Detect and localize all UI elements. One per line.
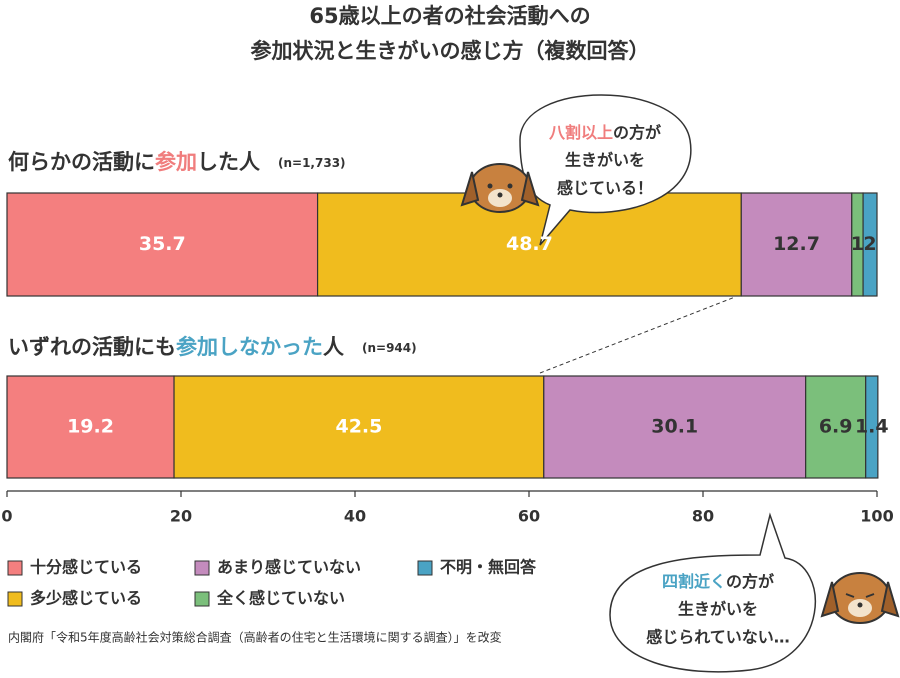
bubble-text: 生きがいを — [565, 151, 645, 170]
bars — [6, 192, 879, 479]
bubble-text-part: 八割以上 — [548, 123, 613, 142]
bar-segment — [6, 375, 175, 479]
source-note: 内閣府「令和5年度高齢社会対策総合調査（高齢者の住宅と生活環境に関する調査）」を… — [8, 630, 502, 645]
legend-swatch — [194, 560, 210, 576]
sample-size: (n=1,733) — [278, 156, 346, 170]
bar-segment — [543, 375, 807, 479]
bar-segment — [865, 375, 879, 479]
group-label: 何らかの活動に参加した人 (n=1,733) — [8, 150, 346, 174]
legend-swatch — [194, 591, 210, 607]
legend-label: 全く感じていない — [216, 589, 345, 608]
legend-swatch — [417, 560, 433, 576]
value-label: 48.7 — [506, 233, 553, 255]
dog-icon — [460, 163, 540, 213]
legend-label: 多少感じている — [30, 589, 142, 608]
group-label-part: いずれの活動にも — [8, 335, 176, 359]
bar-segment — [805, 375, 867, 479]
value-label: 42.5 — [335, 416, 382, 438]
group-label-part: した人 — [197, 150, 260, 174]
x-tick-label: 20 — [170, 507, 192, 526]
x-tick-label: 100 — [860, 507, 893, 526]
x-tick-label: 40 — [344, 507, 366, 526]
group-label-part: 参加 — [155, 150, 197, 174]
bubble-text: 八割以上の方が — [548, 123, 661, 142]
group-label-part: 何らかの活動に — [8, 150, 155, 174]
value-label: 1 — [851, 233, 864, 255]
value-label: 19.2 — [67, 416, 114, 438]
bar-segment — [6, 192, 319, 297]
x-tick-label: 60 — [518, 507, 540, 526]
value-label: 35.7 — [139, 233, 186, 255]
value-label: 1.4 — [855, 416, 889, 438]
sample-size: (n=944) — [362, 341, 417, 355]
bubble-text: 感じられていない… — [646, 628, 790, 647]
legend-label: 十分感じている — [30, 558, 142, 577]
bar-segment — [740, 192, 853, 297]
group-label: いずれの活動にも参加しなかった人 (n=944) — [8, 335, 417, 359]
bubble-text: 四割近くの方が — [662, 572, 774, 591]
bubble-text: 感じている！ — [557, 179, 653, 198]
chart-title: 参加状況と生きがいの感じ方（複数回答） — [251, 39, 650, 63]
legend-swatch — [7, 591, 23, 607]
group-label-part: 参加しなかった — [176, 335, 323, 359]
value-label: 2 — [863, 233, 876, 255]
dog-icon — [820, 572, 900, 624]
bar-segment — [316, 192, 742, 297]
bar-segment — [173, 375, 545, 479]
legend-swatch — [7, 560, 23, 576]
bubble-text-part: の方が — [726, 572, 774, 591]
bubble-text: 生きがいを — [678, 600, 758, 619]
connector — [539, 296, 736, 374]
legend-label: あまり感じていない — [217, 558, 361, 577]
value-label: 30.1 — [651, 416, 698, 438]
value-label: 12.7 — [773, 233, 820, 255]
speech-bubble — [609, 512, 816, 673]
legend-label: 不明・無回答 — [440, 558, 537, 577]
value-label: 6.9 — [819, 416, 853, 438]
bubble-text-part: 四割近く — [662, 572, 726, 591]
bar-segment — [862, 192, 878, 297]
group-label-part: 人 — [323, 335, 344, 359]
x-tick-label: 80 — [692, 507, 714, 526]
chart-title: 65歳以上の者の社会活動への — [309, 4, 590, 28]
x-tick-label: 0 — [1, 507, 12, 526]
bubble-text-part: の方が — [613, 123, 661, 142]
